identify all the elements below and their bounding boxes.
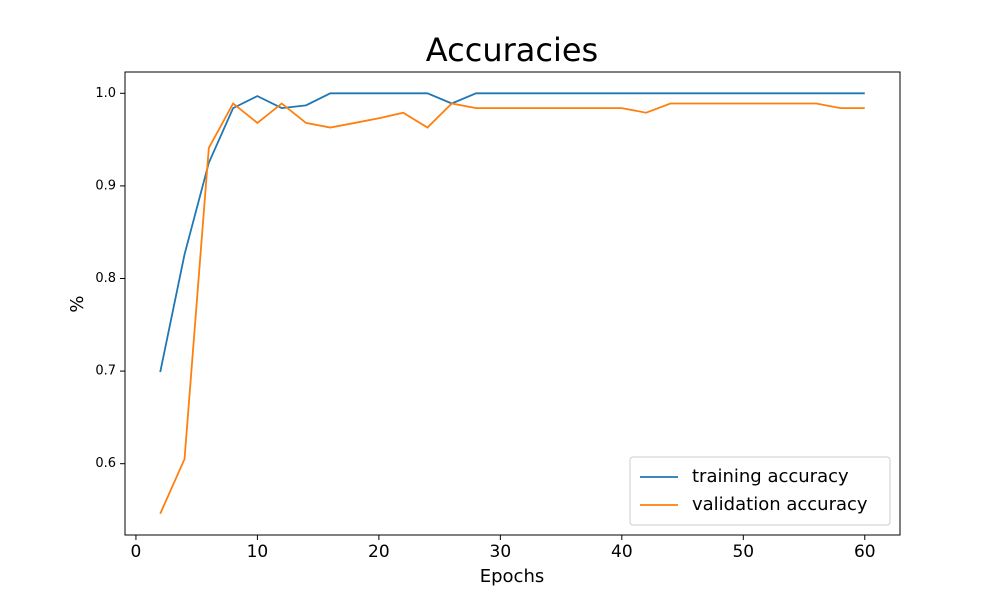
plot-frame [124,71,901,536]
x-tick-label: 20 [368,542,390,562]
y-tick-label: 1.0 [95,86,116,101]
data-line [159,102,865,515]
legend-label: validation accuracy [692,494,868,515]
x-tick-label: 40 [611,542,633,562]
y-tick-label: 0.9 [95,178,116,193]
y-axis-label: % [67,295,88,312]
x-tick-label: 10 [247,542,269,562]
y-tick-label: 0.7 [95,364,116,379]
data-line [159,92,865,373]
x-axis-label: Epochs [480,566,545,587]
legend-box [629,456,891,526]
legend-label: training accuracy [692,466,849,487]
chart-title: Accuracies [426,31,598,69]
x-tick-label: 60 [854,542,876,562]
x-tick-label: 30 [490,542,512,562]
y-tick-label: 0.8 [95,271,116,286]
y-tick-label: 0.6 [95,456,116,471]
x-tick-label: 0 [131,542,142,562]
x-tick-label: 50 [732,542,754,562]
